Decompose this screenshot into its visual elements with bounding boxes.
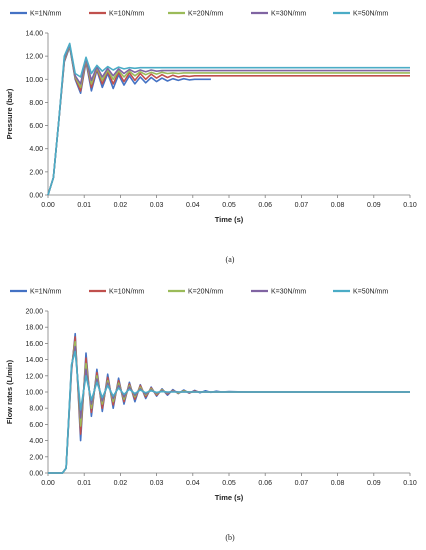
series-line <box>47 44 410 196</box>
y-tick-label: 2.00 <box>29 169 43 176</box>
pressure-chart: K=1N/mm K=10N/mm K=20N/mm K=30N/mm K=50N/mm 0… <box>5 11 417 265</box>
y-tick-label: 12.00 <box>25 373 43 380</box>
y-tick-label: 8.00 <box>29 406 43 413</box>
x-tick-label: 0.02 <box>114 202 128 209</box>
y-tick-label: 6.00 <box>29 422 43 429</box>
series-line <box>48 336 410 474</box>
legend-label: K=30N/mm <box>271 11 306 18</box>
x-tick-label: 0.10 <box>403 202 417 209</box>
legend-label: K=20N/mm <box>188 11 223 18</box>
y-tick-label: 14.00 <box>25 357 43 364</box>
figure-caption: (a) <box>226 255 235 264</box>
flow-rate-chart: K=1N/mm K=10N/mm K=20N/mm K=30N/mm K=50N/mm 0… <box>5 289 417 543</box>
x-tick-label: 0.08 <box>331 480 345 487</box>
y-axis-title: Flow rates (L/min) <box>5 359 14 424</box>
y-tick-label: 4.00 <box>29 146 43 153</box>
y-tick-label: 14.00 <box>25 31 43 38</box>
x-tick-label: 0.05 <box>222 480 236 487</box>
y-tick-label: 10.00 <box>25 390 43 397</box>
x-tick-label: 0.08 <box>331 202 345 209</box>
x-tick-label: 0.01 <box>77 480 91 487</box>
x-tick-label: 0.06 <box>258 202 272 209</box>
legend-label: K=1N/mm <box>30 11 61 18</box>
series-line <box>48 350 410 474</box>
legend-label: K=30N/mm <box>271 289 306 296</box>
legend-label: K=50N/mm <box>353 11 388 18</box>
figure-caption: (b) <box>225 533 235 542</box>
x-tick-label: 0.09 <box>367 202 381 209</box>
x-tick-label: 0.03 <box>150 202 164 209</box>
legend-label: K=20N/mm <box>188 289 223 296</box>
x-tick-label: 0.04 <box>186 480 200 487</box>
x-tick-label: 0.10 <box>403 480 417 487</box>
x-tick-label: 0.00 <box>41 202 55 209</box>
x-axis-title: Time (s) <box>215 493 244 502</box>
y-tick-label: 16.00 <box>25 341 43 348</box>
legend-label: K=50N/mm <box>353 289 388 296</box>
x-tick-label: 0.04 <box>186 202 200 209</box>
x-axis-title: Time (s) <box>215 215 244 224</box>
x-tick-label: 0.01 <box>77 202 91 209</box>
y-tick-label: 0.00 <box>29 471 43 478</box>
x-tick-label: 0.00 <box>41 480 55 487</box>
y-axis-title: Pressure (bar) <box>5 88 14 139</box>
x-tick-label: 0.07 <box>295 480 309 487</box>
series-line <box>47 42 410 196</box>
x-tick-label: 0.07 <box>295 202 309 209</box>
x-tick-label: 0.09 <box>367 480 381 487</box>
y-tick-label: 20.00 <box>25 309 43 316</box>
y-tick-label: 8.00 <box>29 100 43 107</box>
y-tick-label: 6.00 <box>29 123 43 130</box>
x-tick-label: 0.02 <box>114 480 128 487</box>
x-tick-label: 0.05 <box>222 202 236 209</box>
y-tick-label: 12.00 <box>25 54 43 61</box>
y-tick-label: 0.00 <box>29 193 43 200</box>
x-tick-label: 0.06 <box>258 480 272 487</box>
legend-label: K=1N/mm <box>30 289 61 296</box>
y-tick-label: 18.00 <box>25 325 43 332</box>
y-tick-label: 10.00 <box>25 77 43 84</box>
y-tick-label: 2.00 <box>29 454 43 461</box>
x-tick-label: 0.03 <box>150 480 164 487</box>
legend-label: K=10N/mm <box>109 289 144 296</box>
y-tick-label: 4.00 <box>29 438 43 445</box>
legend-label: K=10N/mm <box>109 11 144 18</box>
